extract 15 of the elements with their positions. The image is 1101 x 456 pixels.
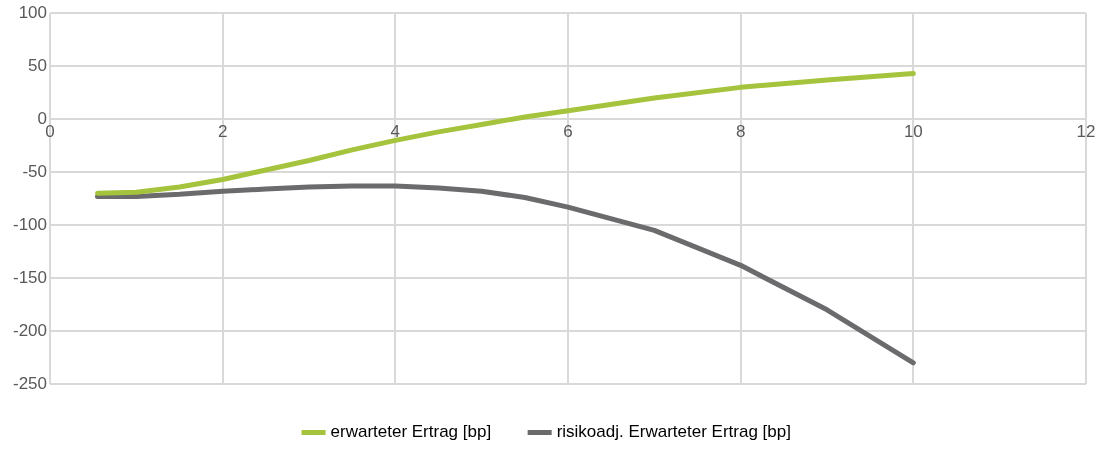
x-tick-label: 8	[735, 122, 746, 142]
x-tick-label: 4	[390, 122, 401, 142]
x-tick-label: 2	[217, 122, 228, 142]
y-tick-label: -50	[22, 161, 48, 181]
legend-label: erwarteter Ertrag [bp]	[330, 422, 492, 442]
x-tick-label: 12	[1076, 122, 1096, 142]
y-tick-label: -100	[12, 214, 48, 234]
y-tick-label: 50	[28, 55, 48, 75]
legend-label: risikoadj. Erwarteter Ertrag [bp]	[556, 422, 791, 442]
x-tick-label: 10	[903, 122, 923, 142]
y-tick-label: -200	[12, 320, 48, 340]
y-tick-label: -250	[12, 373, 48, 393]
x-tick-label: 6	[563, 122, 573, 142]
y-tick-label: 100	[18, 2, 48, 22]
y-tick-label: -150	[12, 267, 48, 287]
